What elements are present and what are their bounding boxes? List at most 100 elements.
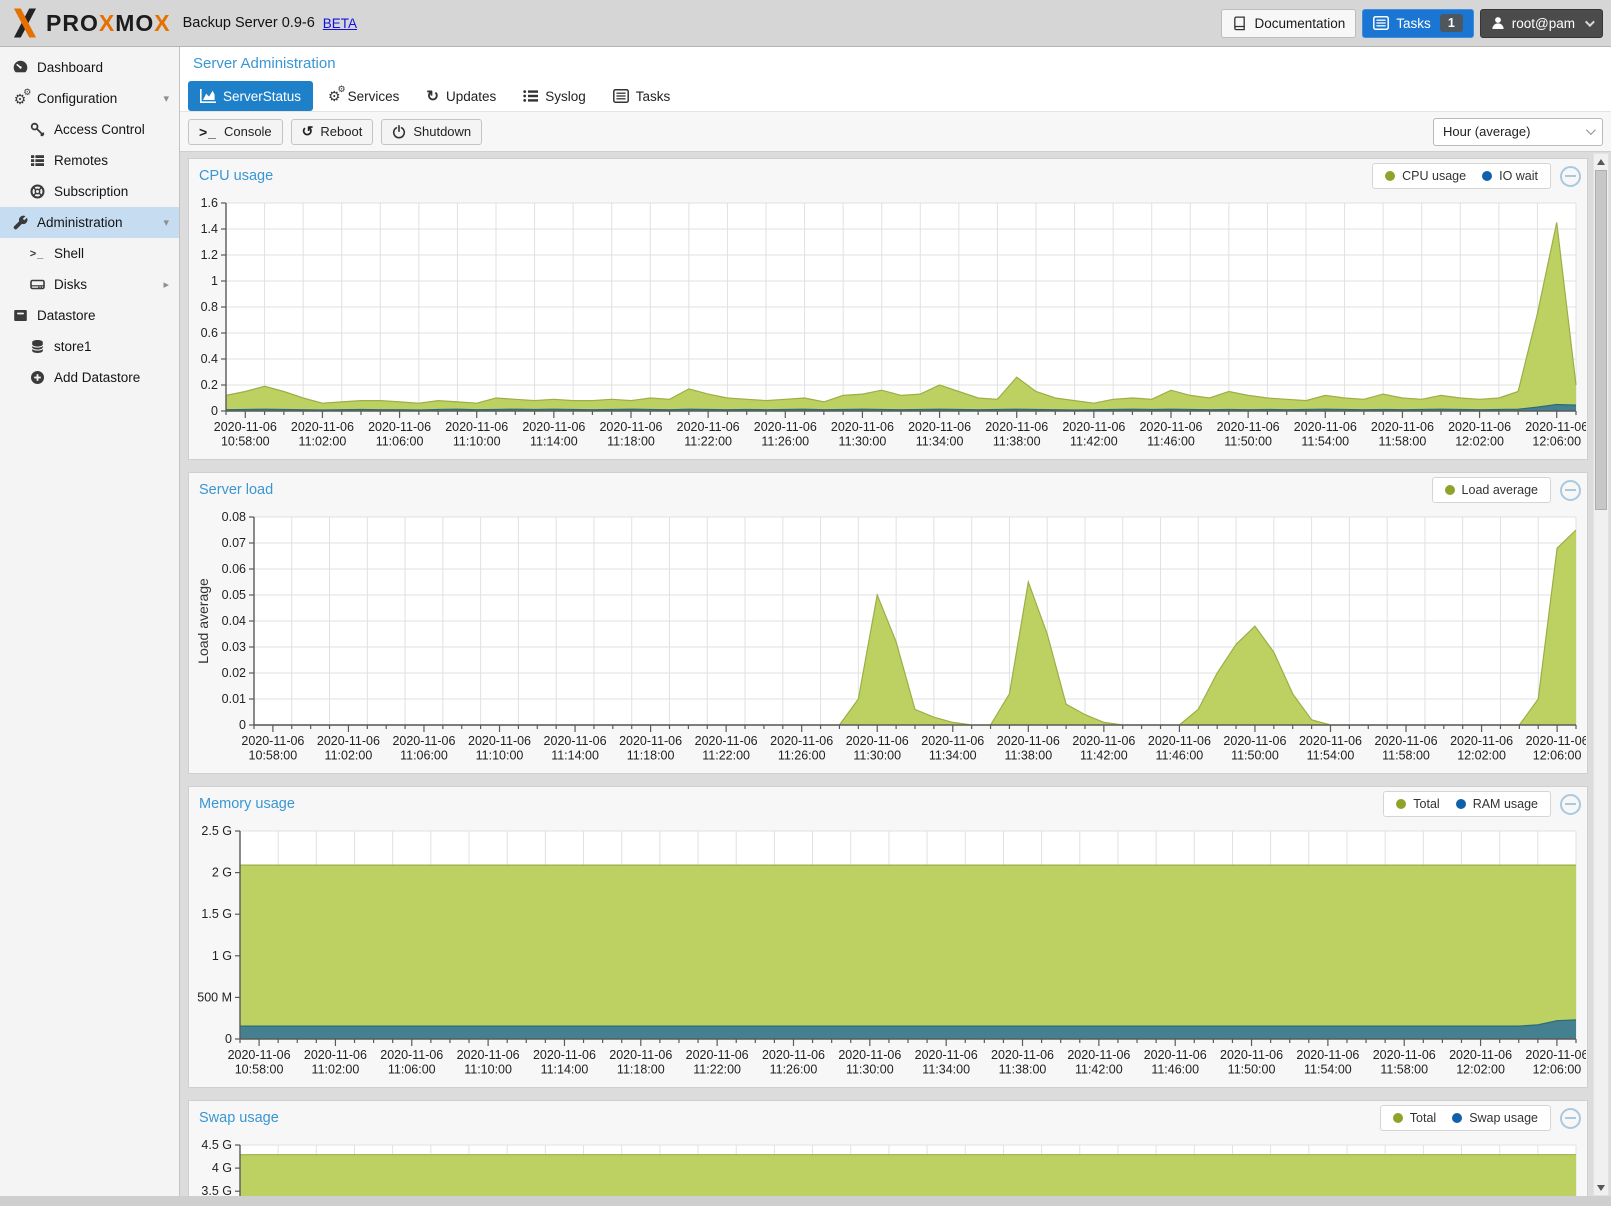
sidebar-item-label: Configuration (37, 91, 118, 106)
svg-text:0.08: 0.08 (222, 510, 246, 524)
legend-label: RAM usage (1472, 797, 1538, 811)
dashboard-icon (12, 60, 28, 75)
collapse-panel-icon[interactable] (1560, 479, 1581, 501)
sidebar-item-shell[interactable]: >_ Shell (0, 238, 179, 269)
legend-item-load-average[interactable]: Load average (1444, 483, 1538, 497)
reboot-icon: ↺ (301, 123, 314, 139)
timeframe-value: Hour (average) (1443, 124, 1531, 139)
user-menu-button[interactable]: root@pam (1479, 8, 1603, 38)
svg-text:0.6: 0.6 (201, 326, 218, 340)
sidebar-item-disks[interactable]: Disks ▸ (0, 269, 179, 300)
console-label: Console (223, 124, 272, 139)
legend-item-total[interactable]: Total (1392, 1111, 1436, 1125)
select-chevron-icon (1585, 125, 1596, 136)
sidebar-item-configuration[interactable]: ⚙ ⚙ Configuration ▾ (0, 83, 179, 114)
collapse-panel-icon[interactable] (1560, 1107, 1581, 1129)
legend-item-io-wait[interactable]: IO wait (1482, 169, 1538, 183)
svg-text:1 G: 1 G (212, 949, 232, 963)
reboot-button[interactable]: ↺ Reboot (290, 118, 374, 145)
user-icon (1492, 17, 1504, 29)
toolbar: >_ Console ↺ Reboot Shutdown Hour (avera… (180, 111, 1611, 152)
collapse-panel-icon[interactable] (1560, 793, 1581, 815)
vertical-scrollbar[interactable] (1593, 153, 1609, 1196)
svg-text:0.4: 0.4 (201, 352, 218, 366)
swap-usage-legend: Total Swap usage (1379, 1105, 1551, 1131)
proxmox-x-icon (13, 8, 37, 38)
sidebar-item-label: Subscription (54, 184, 129, 199)
tab-label: Services (347, 88, 400, 104)
documentation-button[interactable]: Documentation (1221, 8, 1357, 38)
terminal-icon: >_ (199, 123, 217, 140)
sidebar-item-datastore[interactable]: Datastore (0, 300, 179, 331)
scrollbar-thumb[interactable] (1595, 170, 1607, 510)
legend-label: CPU usage (1402, 169, 1467, 183)
legend-item-swap-usage[interactable]: Swap usage (1452, 1111, 1538, 1125)
svg-text:1.4: 1.4 (201, 222, 218, 236)
tab-services[interactable]: ⚙ ⚙ Services (316, 81, 411, 111)
shutdown-button[interactable]: Shutdown (381, 118, 483, 145)
tasks-button[interactable]: Tasks 1 (1362, 8, 1474, 38)
sidebar-item-store1[interactable]: store1 (0, 331, 179, 362)
svg-text:4 G: 4 G (212, 1161, 232, 1175)
book-icon (1234, 15, 1246, 30)
legend-item-ram-usage[interactable]: RAM usage (1455, 797, 1538, 811)
svg-text:1.5 G: 1.5 G (201, 907, 232, 921)
svg-text:4.5 G: 4.5 G (201, 1138, 232, 1152)
legend-item-cpu-usage[interactable]: CPU usage (1385, 169, 1466, 183)
server-load-header: Server load Load average (189, 473, 1587, 507)
sidebar-item-dashboard[interactable]: Dashboard (0, 52, 179, 83)
timeframe-select[interactable]: Hour (average) (1433, 117, 1603, 146)
sidebar-item-label: store1 (54, 339, 92, 354)
sidebar-item-administration[interactable]: Administration ▾ (0, 207, 179, 238)
scrollbar-up-button[interactable] (1594, 154, 1608, 169)
sidebar-item-remotes[interactable]: Remotes (0, 145, 179, 176)
wrench-icon (13, 215, 27, 230)
tasks-label: Tasks (1396, 15, 1431, 31)
legend-label: Swap usage (1469, 1111, 1538, 1125)
collapse-panel-icon[interactable] (1560, 165, 1581, 187)
tab-serverstatus[interactable]: ServerStatus (188, 81, 314, 111)
legend-dot-icon (1482, 171, 1493, 181)
tab-updates[interactable]: ↻ Updates (414, 81, 508, 111)
proxmox-logo: PROXMOX (8, 6, 171, 40)
server-load-title: Server load (199, 482, 274, 498)
tab-tasks[interactable]: Tasks (601, 81, 683, 111)
datastore-icon (13, 310, 27, 321)
memory-usage-panel: Memory usage Total RAM usage 0 500 M 1 G 1.5 G… (188, 786, 1588, 1088)
cpu-usage-header: CPU usage CPU usage IO wait (189, 159, 1587, 193)
scrollbar-down-button[interactable] (1594, 1180, 1608, 1195)
svg-text:0.8: 0.8 (201, 300, 218, 314)
sidebar-item-access-control[interactable]: Access Control (0, 114, 179, 145)
svg-text:0.06: 0.06 (222, 562, 246, 576)
sidebar-item-subscription[interactable]: Subscription (0, 176, 179, 207)
cpu-usage-title: CPU usage (199, 168, 274, 184)
beta-link[interactable]: BETA (322, 15, 358, 31)
console-button[interactable]: >_ Console (188, 118, 283, 145)
sidebar-item-add-datastore[interactable]: Add Datastore (0, 362, 179, 393)
tab-syslog[interactable]: Syslog (511, 81, 598, 111)
sidebar-item-label: Administration (37, 215, 123, 230)
server-load-panel: Server load Load average 0 0.01 0.02 0.03 0.04… (188, 472, 1588, 774)
list-alt-icon (612, 89, 629, 103)
key-icon (30, 122, 44, 137)
legend-item-total[interactable]: Total (1396, 797, 1440, 811)
